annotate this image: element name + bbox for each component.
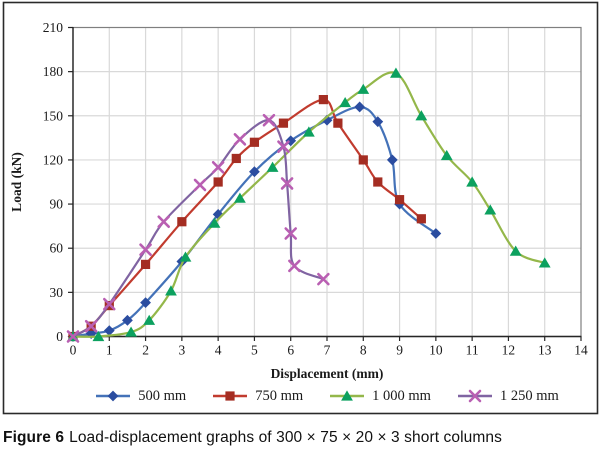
y-tick-label: 30 <box>50 285 64 300</box>
x-tick-label: 0 <box>70 343 77 358</box>
x-tick-label: 1 <box>106 343 113 358</box>
x-tick-label: 12 <box>502 343 516 358</box>
x-tick-label: 5 <box>251 343 258 358</box>
figure-number: Figure 6 <box>3 429 65 446</box>
y-tick-label: 180 <box>43 64 64 79</box>
y-tick-label: 90 <box>50 197 64 212</box>
series-500-mm <box>67 101 442 342</box>
legend-item-500mm: 500 mm <box>95 388 186 405</box>
x-tick-label: 9 <box>396 343 403 358</box>
x-tick-label: 2 <box>142 343 149 358</box>
x-tick-label: 10 <box>429 343 443 358</box>
legend-label: 1 000 mm <box>372 387 431 404</box>
x-tick-label: 14 <box>574 343 588 358</box>
x-tick-label: 4 <box>215 343 222 358</box>
legend-label: 750 mm <box>255 387 304 404</box>
series-1-250-mm <box>66 113 330 343</box>
square-marker-icon <box>212 389 248 403</box>
triangle-marker-icon <box>329 389 365 403</box>
y-axis-title: Load (kN) <box>9 152 24 212</box>
legend-label: 500 mm <box>138 387 187 404</box>
gridlines <box>73 27 581 337</box>
y-tick-label: 0 <box>56 329 63 344</box>
legend-label: 1 250 mm <box>499 387 559 404</box>
y-tick-label: 120 <box>43 152 64 167</box>
x-marker-icon <box>457 389 493 403</box>
x-tick-label: 7 <box>324 343 331 358</box>
legend-item-750mm: 750 mm <box>212 388 303 405</box>
legend-item-1250mm: 1 250 mm <box>457 388 559 405</box>
x-tick-label: 6 <box>287 343 294 358</box>
legend-item-1000mm: 1 000 mm <box>329 388 431 405</box>
diamond-marker-icon <box>95 389 131 403</box>
x-tick-label: 3 <box>178 343 185 358</box>
y-tick-label: 60 <box>50 241 64 256</box>
panel-border <box>2 1 599 415</box>
y-tick-label: 210 <box>43 20 64 35</box>
x-tick-label: 8 <box>360 343 367 358</box>
y-tick-label: 150 <box>43 108 64 123</box>
caption-text: Load-displacement graphs of 300 × 75 × 2… <box>69 429 502 446</box>
figure-caption: Figure 6 Load-displacement graphs of 300 … <box>3 429 599 447</box>
x-tick-label: 11 <box>466 343 479 358</box>
x-tick-label: 13 <box>538 343 552 358</box>
x-axis-title: Displacement (mm) <box>271 366 384 381</box>
chart-legend: 500 mm 750 mm 1 000 mm 1 250 mm <box>73 386 581 406</box>
